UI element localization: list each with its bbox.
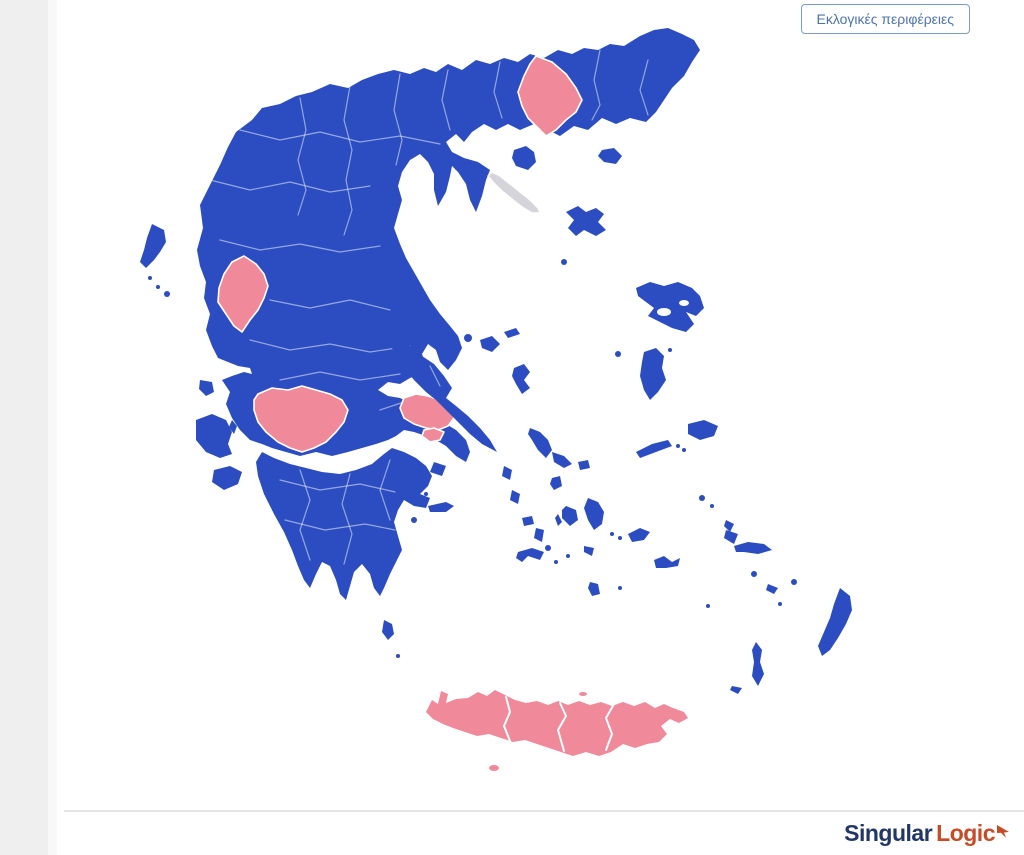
antiparos-island bbox=[555, 514, 562, 526]
santorini-island bbox=[588, 582, 600, 596]
antikythira-island bbox=[396, 654, 400, 658]
rhodes-island bbox=[818, 588, 852, 656]
electoral-districts-button[interactable]: Εκλογικές περιφέρειες bbox=[800, 4, 970, 34]
thasos-island bbox=[512, 146, 536, 170]
chalki-island bbox=[778, 602, 782, 606]
tinos-island bbox=[552, 452, 572, 468]
region-salamina[interactable] bbox=[421, 427, 445, 443]
kimolos-island bbox=[545, 545, 551, 551]
skopelos-island bbox=[480, 336, 500, 352]
ikaria-island bbox=[636, 440, 672, 458]
kalymnos-island bbox=[724, 530, 738, 544]
alonissos-island bbox=[504, 328, 520, 338]
euboea-border bbox=[429, 365, 441, 387]
prefecture-borders bbox=[209, 49, 649, 411]
mykonos-island bbox=[578, 460, 590, 470]
peloponnese-borders bbox=[279, 459, 396, 565]
logo-text-logic: Logic bbox=[936, 820, 995, 846]
folegandros-island bbox=[554, 560, 558, 564]
andros-island bbox=[528, 428, 552, 458]
milos-island bbox=[516, 548, 544, 562]
oinousses-island bbox=[668, 348, 672, 352]
small-cyclades-islet bbox=[610, 532, 614, 536]
sikinos-island bbox=[566, 554, 570, 558]
hydra-island bbox=[428, 502, 454, 512]
region-ioannina[interactable] bbox=[217, 255, 269, 333]
crete-islets-group[interactable] bbox=[489, 692, 587, 771]
region-rodopi[interactable] bbox=[517, 55, 583, 137]
aegina-island bbox=[430, 462, 446, 476]
region-mainland[interactable] bbox=[197, 28, 700, 462]
samos-island bbox=[688, 420, 718, 440]
leros-island bbox=[724, 520, 734, 532]
lesbos-gulf2 bbox=[679, 300, 689, 306]
skyros-island bbox=[512, 364, 530, 394]
crete-district-borders bbox=[503, 696, 615, 752]
dia-island bbox=[579, 692, 587, 696]
kea-island bbox=[502, 466, 512, 480]
dodecanese-islet bbox=[706, 604, 710, 608]
kefalonia-island bbox=[196, 414, 232, 458]
sifnos-island bbox=[534, 528, 544, 542]
islands-group[interactable] bbox=[140, 146, 852, 694]
footer-divider bbox=[64, 810, 1024, 812]
spetses-island bbox=[411, 517, 417, 523]
fourni-islet bbox=[682, 448, 686, 452]
serifos-island bbox=[522, 516, 534, 526]
psara-island bbox=[615, 351, 621, 357]
kythira-island bbox=[382, 620, 394, 640]
singularlogic-logo: Singular Logic bbox=[844, 820, 1010, 847]
small-cyclades-islet2 bbox=[618, 536, 622, 540]
lefkada-island bbox=[199, 380, 214, 396]
lipsi-island bbox=[710, 504, 714, 508]
kos-island bbox=[734, 542, 772, 554]
naxos-island bbox=[584, 498, 604, 530]
agios-efstratios-island bbox=[561, 259, 567, 265]
left-gutter-edge bbox=[48, 0, 57, 855]
logo-text-singular: Singular bbox=[844, 820, 933, 846]
zakynthos-island bbox=[212, 466, 242, 490]
amorgos-island bbox=[628, 528, 650, 542]
lesbos-gulf bbox=[657, 308, 671, 316]
region-euboea[interactable] bbox=[389, 330, 497, 452]
logo-corner-mark-icon bbox=[996, 818, 1010, 845]
corfu-island bbox=[140, 224, 166, 268]
region-crete[interactable] bbox=[426, 690, 688, 756]
ios-island bbox=[584, 546, 594, 556]
syros-island bbox=[550, 476, 562, 490]
left-gutter bbox=[0, 0, 48, 855]
symi-island bbox=[791, 579, 797, 585]
tilos-island bbox=[766, 584, 778, 594]
patmos-island bbox=[699, 495, 705, 501]
lesbos-island bbox=[636, 282, 704, 332]
region-aitoloakarnania[interactable] bbox=[253, 385, 349, 453]
samothraki-island bbox=[598, 148, 622, 164]
paxi-island bbox=[164, 291, 170, 297]
fourni-island bbox=[676, 444, 680, 448]
islet bbox=[156, 285, 160, 289]
astypalea-island bbox=[654, 556, 680, 568]
anafi-island bbox=[618, 586, 622, 590]
paros-island bbox=[562, 506, 578, 526]
region-athos bbox=[487, 171, 541, 214]
poros-island bbox=[424, 492, 428, 496]
nisyros-island bbox=[751, 571, 757, 577]
skiathos-island bbox=[464, 334, 472, 342]
limnos-island bbox=[566, 206, 606, 236]
chios-island bbox=[640, 348, 666, 400]
ithaki-island bbox=[229, 420, 237, 434]
gavdos-island bbox=[489, 765, 499, 771]
kythnos-island bbox=[510, 490, 520, 504]
region-peloponnese[interactable] bbox=[256, 448, 432, 600]
kasos-island bbox=[730, 686, 742, 694]
karpathos-island bbox=[752, 642, 764, 686]
islet bbox=[148, 276, 152, 280]
